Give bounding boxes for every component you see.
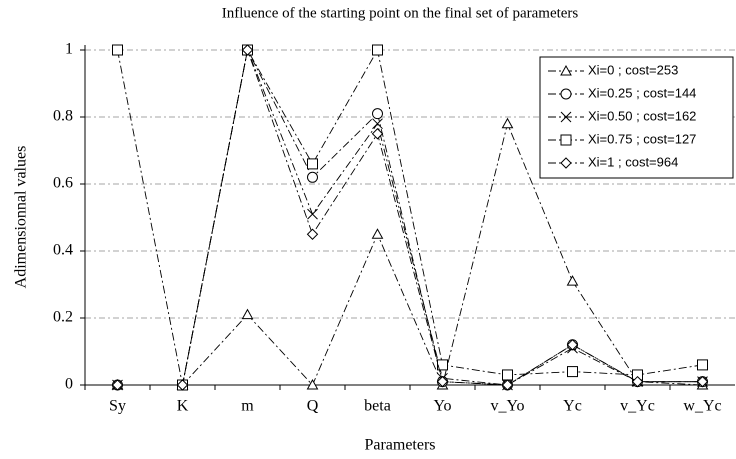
marker [371,128,384,140]
legend-label: Xi=0.75 ; cost=127 [588,131,696,146]
x-tick-label: m [241,398,254,415]
x-tick-label: v_Yc [620,398,655,415]
marker [176,379,189,391]
y-tick-label: 0.2 [53,309,73,326]
legend-marker [560,64,572,76]
y-tick-label: 0.6 [53,175,73,192]
legend-label: Xi=0.25 ; cost=144 [588,85,696,100]
y-tick-label: 0.8 [53,108,73,125]
legend-marker [560,111,572,123]
marker [566,339,579,351]
marker [372,108,383,120]
marker [307,158,318,170]
marker [436,375,449,388]
x-tick-label: v_Yo [491,398,525,415]
marker [501,379,514,391]
marker [501,117,514,129]
marker [502,369,513,381]
x-axis-label: Parameters [364,437,435,454]
chart-title: Influence of the starting point on the f… [222,5,579,21]
marker [307,171,318,183]
series-line [117,122,703,387]
legend-label: Xi=1 ; cost=964 [588,154,678,169]
marker [567,366,578,378]
legend-marker [560,157,572,169]
y-axis-label: Adimensionnal values [13,146,30,289]
legend-label: Xi=0.50 ; cost=162 [588,108,696,123]
y-tick-label: 0 [65,376,73,393]
legend-box [539,56,734,179]
marker [112,44,123,56]
marker [372,44,383,56]
x-tick-label: w_Yc [683,398,721,415]
legend-label: Xi=0 ; cost=253 [588,62,678,77]
marker [371,228,384,239]
y-tick-label: 0.4 [53,242,73,259]
marker [437,359,448,371]
series-line [117,48,703,386]
x-tick-label: Yo [434,398,452,415]
series-line [117,48,703,386]
marker [306,378,319,390]
marker [697,359,708,371]
marker [306,228,319,240]
x-tick-label: Yc [563,398,582,415]
marker [241,308,254,320]
legend-marker [560,134,572,146]
marker [372,118,383,130]
x-tick-label: Q [307,398,319,415]
x-tick-label: Sy [109,398,126,415]
y-tick-label: 1 [65,41,73,58]
x-tick-label: beta [364,398,391,415]
x-tick-label: K [177,398,189,415]
marker [111,379,124,391]
legend-marker [560,88,572,100]
marker [566,275,579,286]
marker [696,375,709,388]
marker [241,44,254,56]
marker [307,208,318,220]
marker [631,375,644,388]
